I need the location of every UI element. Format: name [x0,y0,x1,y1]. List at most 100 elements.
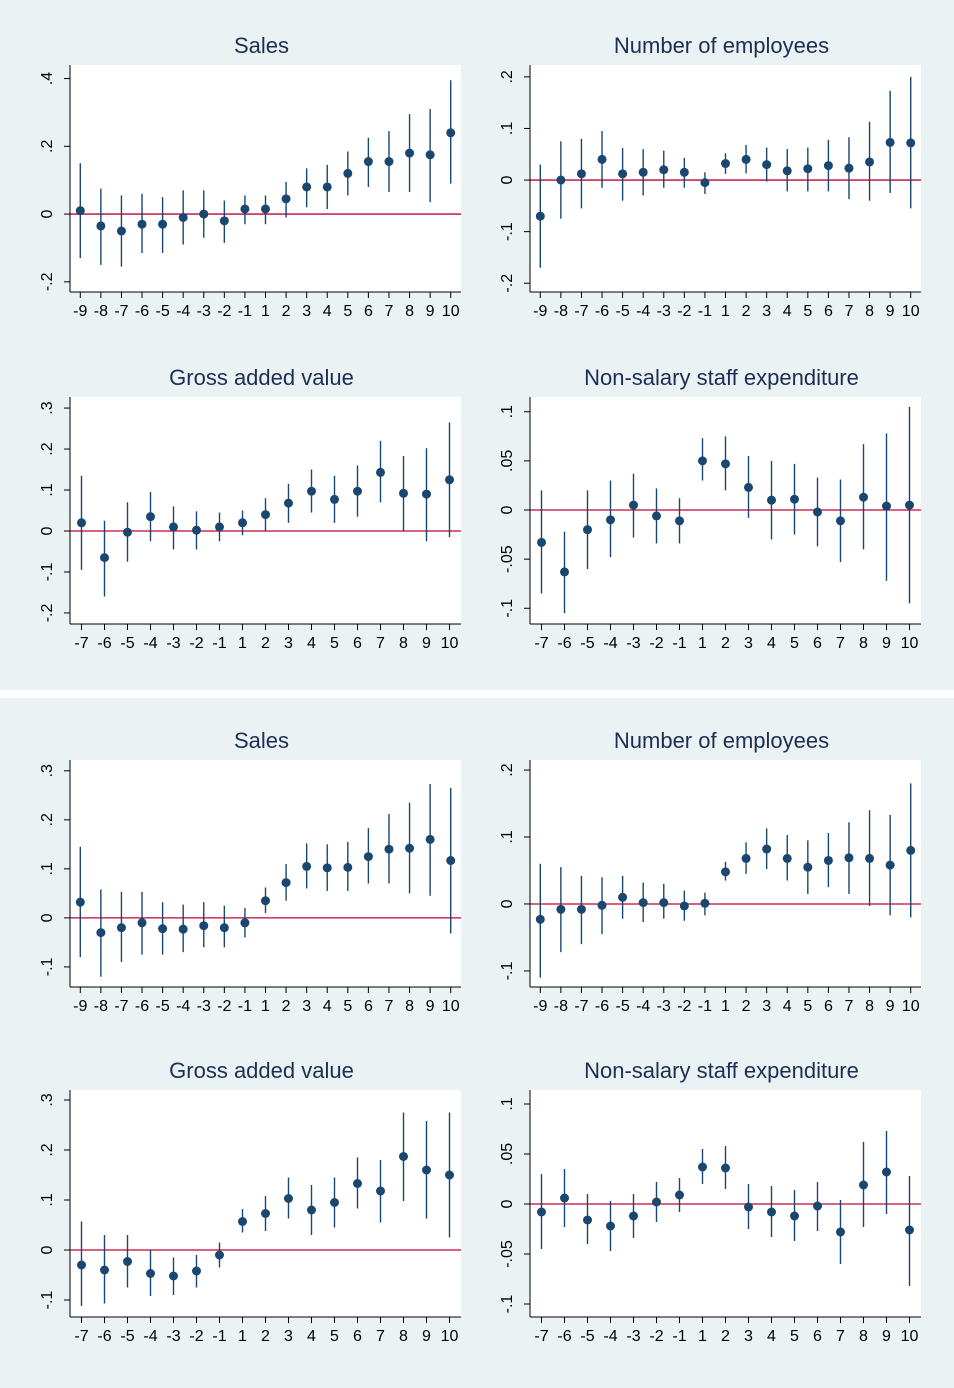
point [363,157,373,167]
point [363,852,373,862]
x-tick-label: 8 [859,1328,868,1345]
point [137,219,147,229]
point [744,482,753,492]
x-tick-label: -1 [672,1328,686,1345]
y-tick-label: .3 [39,764,56,777]
point [137,918,147,928]
point [405,148,415,158]
point [741,154,751,164]
point [199,209,209,219]
x-tick-label: 5 [790,1328,799,1345]
y-tick-label: 0 [39,1245,56,1254]
x-tick-label: 10 [902,998,920,1015]
point [721,867,730,877]
x-tick-label: -5 [155,303,169,320]
x-tick-label: 6 [353,1328,362,1345]
point [169,1271,178,1281]
point [859,1180,868,1190]
y-tick-label: -.1 [499,599,516,618]
y-tick-label: -.1 [499,1295,516,1314]
x-tick-label: -9 [533,998,547,1015]
x-tick-label: 1 [238,1328,247,1345]
point [865,853,875,863]
point [576,169,586,179]
point [659,898,669,908]
point [399,1152,408,1161]
point [537,1207,546,1217]
point [215,522,224,532]
y-tick-label: .1 [39,862,56,875]
x-tick-label: 1 [238,635,247,652]
x-tick-label: -3 [657,998,671,1015]
point [638,898,648,908]
y-tick-label: 0 [39,210,56,219]
point [261,204,270,214]
x-tick-label: 2 [742,303,751,320]
x-tick-label: 3 [284,1328,293,1345]
x-tick-label: 10 [901,1328,919,1345]
x-tick-label: -1 [698,998,712,1015]
point [865,157,875,167]
x-tick-label: -2 [217,303,231,320]
chart-title: Non-salary staff expenditure [584,365,859,390]
x-tick-label: 7 [376,635,385,652]
x-tick-label: 4 [323,303,332,320]
x-tick-label: -4 [603,1328,617,1345]
x-tick-label: 4 [783,998,792,1015]
point [75,206,85,216]
x-tick-label: 8 [865,303,874,320]
point [700,898,710,908]
x-tick-label: -6 [595,303,609,320]
y-tick-label: .1 [39,483,56,496]
point [238,1217,247,1226]
x-tick-label: 5 [803,303,812,320]
point [762,160,772,170]
x-tick-label: 2 [282,303,291,320]
point [905,500,914,510]
x-tick-label: 2 [742,998,751,1015]
point [240,204,250,214]
point [823,161,833,171]
point [721,159,730,169]
point [767,495,776,505]
x-tick-label: -5 [580,1328,594,1345]
point [556,904,566,914]
x-tick-label: 3 [762,303,771,320]
point [281,878,291,888]
y-tick-label: .2 [39,1143,56,1156]
point [281,194,291,204]
x-tick-label: 2 [282,998,291,1015]
point [77,1260,86,1270]
x-tick-label: -1 [698,303,712,320]
x-tick-label: -6 [595,998,609,1015]
point [158,924,168,934]
x-tick-label: -7 [114,998,128,1015]
point [906,138,916,148]
point [192,1266,201,1276]
point [405,843,415,853]
point [744,1202,753,1212]
y-tick-label: .4 [39,72,56,85]
x-tick-label: -4 [143,635,157,652]
x-tick-label: -4 [143,1328,157,1345]
x-tick-label: -3 [166,635,180,652]
x-tick-label: -4 [603,635,617,652]
x-tick-label: 6 [364,998,373,1015]
x-tick-label: 9 [886,303,895,320]
point [652,511,661,521]
chart-title: Number of employees [614,33,829,58]
point [679,167,689,177]
x-tick-label: 3 [762,998,771,1015]
point [560,1193,569,1203]
y-tick-label: .3 [39,1093,56,1106]
x-tick-label: -6 [97,635,111,652]
y-tick-label: .1 [499,830,516,843]
point [116,923,126,933]
y-tick-label: .1 [499,1097,516,1110]
chart-title: Non-salary staff expenditure [584,1058,859,1083]
point [618,892,628,902]
x-tick-label: -5 [615,998,629,1015]
x-tick-label: 3 [284,635,293,652]
y-tick-label: .2 [39,442,56,455]
point [629,1211,638,1221]
